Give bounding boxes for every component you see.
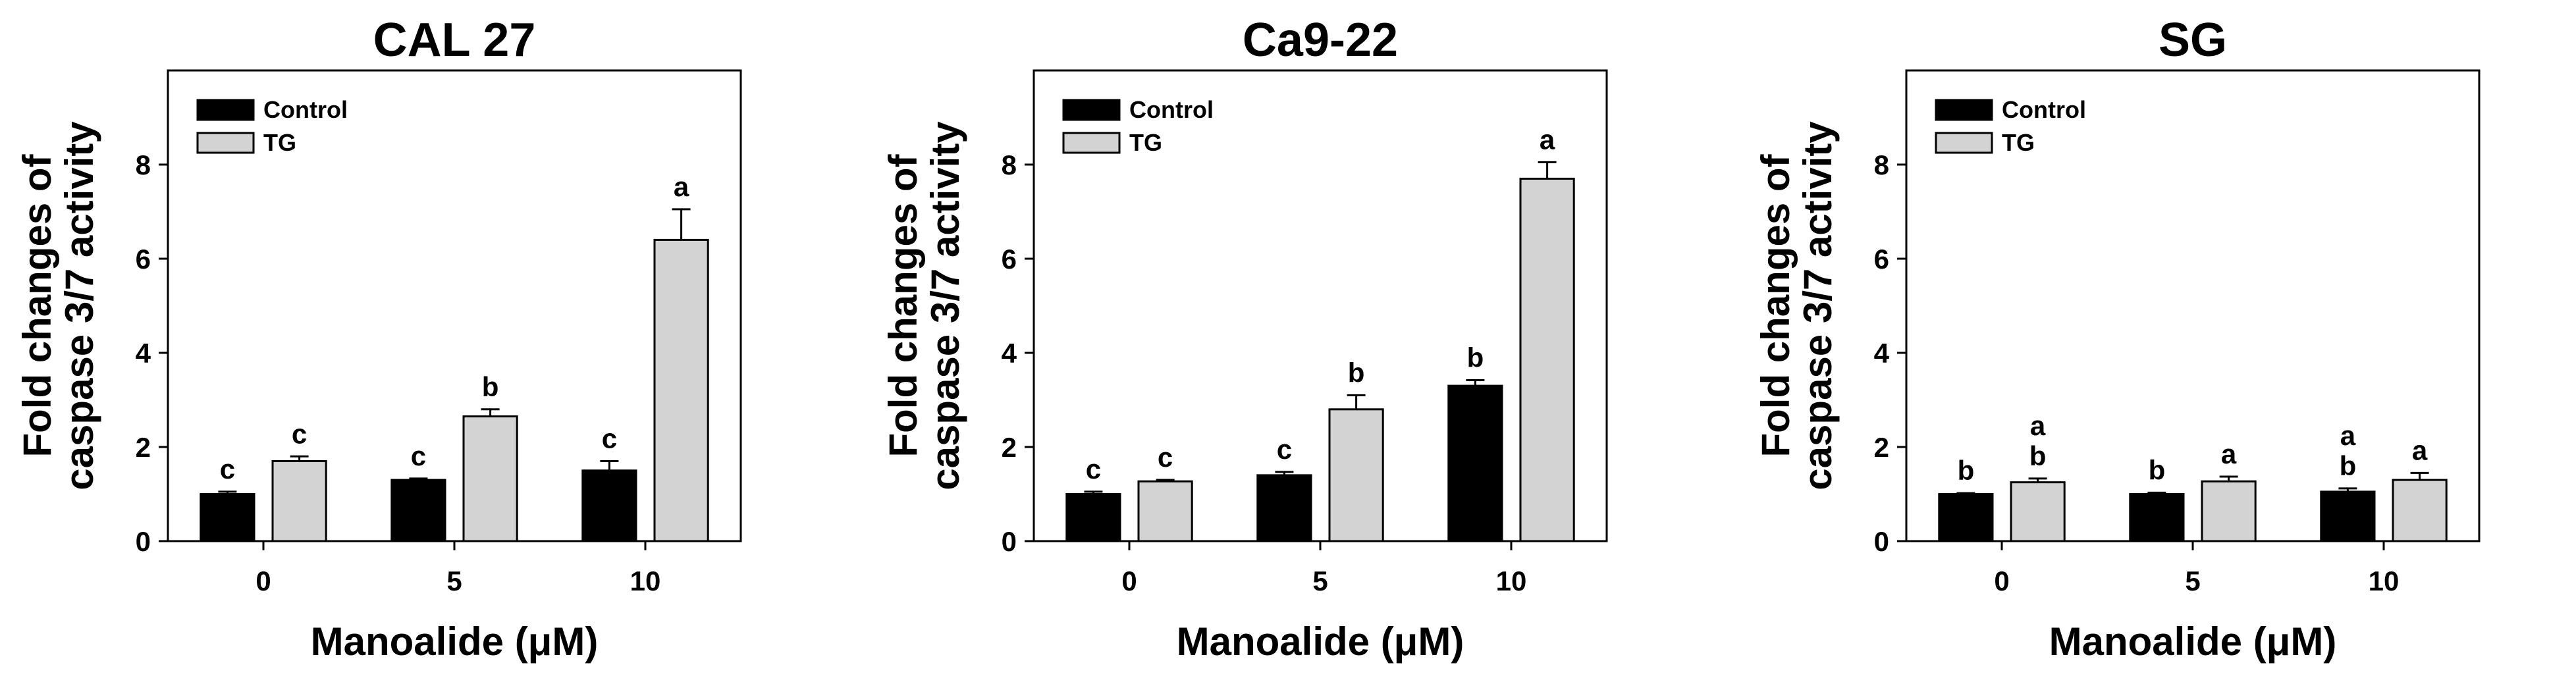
legend-label-control: Control — [2002, 96, 2086, 123]
y-axis-label-line-2: caspase 3/7 activity — [923, 121, 967, 490]
x-axis-label: Manoalide (μM) — [1177, 619, 1464, 664]
x-tick-label: 5 — [446, 565, 462, 596]
bar-tg-10 — [2392, 479, 2448, 542]
significance-label: c — [1158, 442, 1173, 473]
significance-label: a — [2030, 410, 2046, 441]
bar-control-10 — [1447, 384, 1503, 542]
bar-tg-0 — [1137, 480, 1193, 542]
legend-label-tg: TG — [2002, 129, 2035, 156]
y-tick-label: 0 — [1874, 526, 1889, 557]
significance-label: b — [2149, 454, 2166, 485]
legend-swatch-tg — [196, 132, 255, 154]
x-tick-label: 10 — [630, 565, 661, 596]
y-tick-label: 4 — [1002, 338, 1017, 369]
y-axis-label: Fold changes ofcaspase 3/7 activity — [1754, 121, 1840, 490]
legend-swatch-tg — [1062, 132, 1121, 154]
x-tick-label: 5 — [2185, 565, 2200, 596]
bar-control-0 — [1938, 493, 1994, 542]
chart-panel-1: CAL 27 0 2 4 6 8 Fold changes ofcaspase 3/7 ac… — [15, 14, 742, 664]
bar-tg-10 — [1519, 177, 1575, 542]
legend-swatch-control — [196, 99, 255, 121]
significance-label: a — [2340, 420, 2356, 451]
legend-label-tg: TG — [263, 129, 296, 156]
significance-label: a — [674, 171, 689, 202]
significance-label: b — [1467, 342, 1484, 373]
x-tick-label: 10 — [2369, 565, 2400, 596]
legend-swatch-control — [1062, 99, 1121, 121]
y-tick-label: 8 — [1874, 149, 1889, 180]
legend-label-control: Control — [263, 96, 348, 123]
y-tick-label: 8 — [1002, 149, 1017, 180]
y-tick-label: 8 — [136, 149, 151, 180]
bar-control-0 — [1065, 493, 1121, 542]
y-axis-label: Fold changes ofcaspase 3/7 activity — [15, 121, 101, 490]
legend-label-control: Control — [1129, 96, 1214, 123]
bar-control-10 — [2320, 490, 2376, 542]
y-axis-label-line-1: Fold changes of — [15, 153, 59, 457]
y-tick-label: 0 — [136, 526, 151, 557]
significance-label: a — [1540, 124, 1555, 155]
bar-tg-0 — [2010, 481, 2066, 542]
bar-tg-5 — [462, 415, 518, 542]
y-tick-label: 6 — [1002, 244, 1017, 275]
y-axis-label-line-2: caspase 3/7 activity — [1796, 121, 1840, 490]
legend-label-tg: TG — [1129, 129, 1162, 156]
x-tick-label: 0 — [1994, 565, 2009, 596]
significance-label: a — [2412, 434, 2428, 465]
y-tick-label: 4 — [136, 338, 151, 369]
legend-swatch-tg — [1935, 132, 1993, 154]
bar-control-10 — [581, 469, 637, 542]
significance-label: c — [411, 440, 426, 471]
y-tick-label: 2 — [1874, 432, 1889, 463]
significance-label: c — [220, 454, 235, 485]
significance-label: a — [2221, 438, 2237, 469]
legend-swatch-control — [1935, 99, 1993, 121]
y-axis-label: Fold changes ofcaspase 3/7 activity — [881, 121, 967, 490]
y-tick-label: 4 — [1874, 338, 1890, 369]
x-tick-label: 0 — [1121, 565, 1137, 596]
bar-control-5 — [2129, 493, 2185, 542]
significance-label: c — [292, 418, 307, 449]
significance-label: b — [482, 371, 499, 402]
significance-label: b — [2029, 440, 2047, 471]
bar-control-5 — [390, 479, 446, 542]
y-tick-label: 2 — [136, 432, 151, 463]
x-tick-label: 5 — [1312, 565, 1328, 596]
y-tick-label: 0 — [1002, 526, 1017, 557]
y-axis-label-line-1: Fold changes of — [1754, 153, 1798, 457]
bar-tg-10 — [653, 238, 709, 542]
bar-control-0 — [200, 493, 255, 542]
significance-label: c — [1277, 434, 1292, 465]
chart-title: SG — [2159, 14, 2227, 66]
bar-tg-0 — [271, 459, 327, 542]
y-axis-label-line-2: caspase 3/7 activity — [57, 121, 101, 490]
bar-control-5 — [1256, 474, 1312, 542]
significance-label: b — [2340, 450, 2357, 481]
y-tick-label: 6 — [136, 244, 151, 275]
y-tick-label: 6 — [1874, 244, 1889, 275]
significance-label: c — [1086, 454, 1101, 485]
x-tick-label: 10 — [1496, 565, 1527, 596]
significance-label: c — [602, 423, 617, 454]
significance-label: b — [1348, 357, 1365, 388]
chart-panel-3: SG 0 2 4 6 8 Fold changes ofcaspase 3/7 activi… — [1754, 14, 2481, 664]
y-axis-label-line-1: Fold changes of — [881, 153, 925, 457]
chart-title: CAL 27 — [373, 14, 536, 66]
bar-tg-5 — [2201, 480, 2257, 542]
chart-panel-2: Ca9-22 0 2 4 6 8 Fold changes ofcaspase 3/7 ac… — [881, 14, 1608, 664]
chart-title: Ca9-22 — [1243, 14, 1398, 66]
y-tick-label: 2 — [1002, 432, 1017, 463]
x-axis-label: Manoalide (μM) — [2049, 619, 2337, 664]
x-axis-label: Manoalide (μM) — [311, 619, 599, 664]
significance-label: b — [1958, 455, 1975, 486]
x-tick-label: 0 — [255, 565, 271, 596]
bar-tg-5 — [1328, 408, 1384, 542]
